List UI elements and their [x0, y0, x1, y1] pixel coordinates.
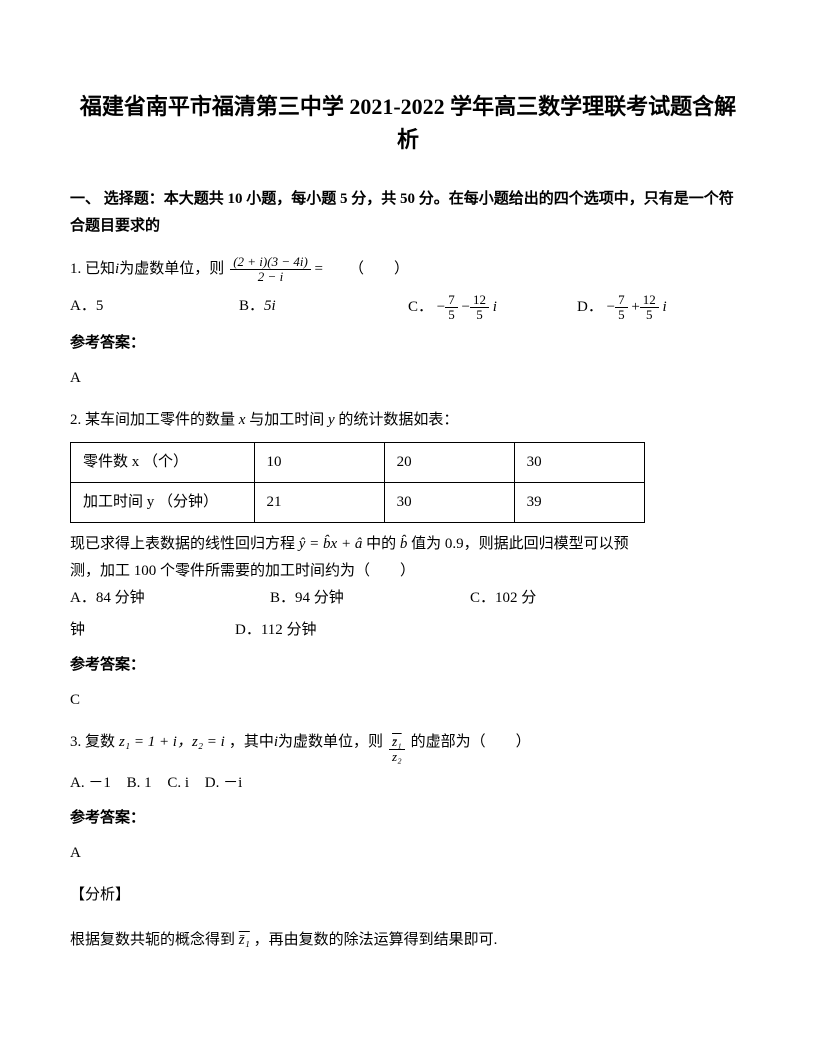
q3-option-a: A. －1: [70, 775, 111, 791]
q2-regression-formula: ŷ = b̂x + â: [299, 536, 363, 552]
question-3: 3. 复数 z₁ = 1 + i，z₂ = i ，其中 i 为虚数单位，则 z̄…: [70, 729, 746, 954]
q2-option-d: D．112 分钟: [235, 617, 317, 644]
q1-option-d: D． −75 +125 i: [577, 293, 746, 323]
q3-analysis-label: 【分析】: [70, 882, 746, 909]
q3-option-d: D. －i: [205, 775, 243, 791]
q3-option-c: C. i: [167, 775, 189, 791]
q2-y: y: [328, 412, 335, 428]
question-2: 2. 某车间加工零件的数量 x 与加工时间 y 的统计数据如表： 零件数 x （…: [70, 407, 746, 714]
q3-option-b: B. 1: [127, 775, 152, 791]
q1-answer-label: 参考答案：: [70, 330, 746, 357]
q2-line3: 测，加工 100 个零件所需要的加工时间约为（ ）: [70, 558, 746, 585]
q2-bhat: b̂: [400, 536, 408, 552]
q2-x: x: [239, 412, 246, 428]
q2-line2c: 值为 0.9，则据此回归模型可以预: [411, 536, 629, 552]
q2-option-c-part1: C．102 分: [470, 585, 536, 612]
table-row: 零件数 x （个） 10 20 30: [71, 443, 645, 483]
q2-line2a: 现已求得上表数据的线性回归方程: [70, 536, 295, 552]
q2-option-b: B．94 分钟: [270, 585, 470, 612]
q1-answer: A: [70, 365, 746, 392]
q1-option-b: B．5i: [239, 293, 408, 323]
q2-suffix: 的统计数据如表：: [338, 412, 458, 428]
q3-mid1: ，其中: [229, 729, 274, 756]
q1-prefix: 1. 已知: [70, 256, 115, 283]
q2-line2b: 中的: [366, 536, 396, 552]
q2-answer: C: [70, 687, 746, 714]
q3-z1bar: z̄₁: [239, 932, 250, 948]
q1-option-a: A．5: [70, 293, 239, 323]
q2-option-a: A．84 分钟: [70, 585, 270, 612]
q1-paren: （ ）: [349, 256, 409, 283]
q2-table: 零件数 x （个） 10 20 30 加工时间 y （分钟） 21 30 39: [70, 442, 645, 523]
table-row: 加工时间 y （分钟） 21 30 39: [71, 483, 645, 523]
q1-fraction: (2 + i)(3 − 4i) 2 − i: [230, 255, 311, 285]
question-1: 1. 已知 i 为虚数单位，则 (2 + i)(3 − 4i) 2 − i = …: [70, 255, 746, 392]
q3-prefix: 3. 复数: [70, 729, 115, 756]
q1-mid: 为虚数单位，则: [119, 256, 224, 283]
q2-option-c-part2: 钟: [70, 617, 85, 644]
q1-equals: =: [315, 261, 323, 277]
q3-suffix: 的虚部为（ ）: [411, 729, 531, 756]
page-title: 福建省南平市福清第三中学 2021-2022 学年高三数学理联考试题含解析: [70, 90, 746, 156]
q3-answer-label: 参考答案：: [70, 805, 746, 832]
q3-answer: A: [70, 840, 746, 867]
q2-mid1: 与加工时间: [249, 412, 324, 428]
q1-option-c: C． −75 −125 i: [408, 293, 577, 323]
q3-analysis-text2: ，再由复数的除法运算得到结果即可.: [254, 932, 498, 948]
q3-analysis-text1: 根据复数共轭的概念得到: [70, 932, 235, 948]
q3-mid2: 为虚数单位，则: [278, 729, 383, 756]
q2-answer-label: 参考答案：: [70, 652, 746, 679]
q3-z1z2: z₁ = 1 + i，z₂ = i: [119, 729, 225, 756]
q3-fraction: z̄₁ z₂: [389, 735, 405, 765]
section-header: 一、 选择题：本大题共 10 小题，每小题 5 分，共 50 分。在每小题给出的…: [70, 186, 746, 240]
q2-prefix: 2. 某车间加工零件的数量: [70, 412, 235, 428]
